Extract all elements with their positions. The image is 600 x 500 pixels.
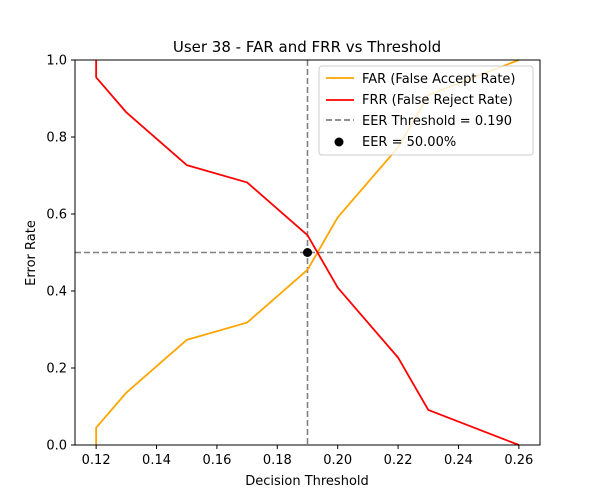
y-tick-label: 0.8 [46,131,67,146]
legend-far-label: FAR (False Accept Rate) [362,72,516,87]
legend-box [318,65,534,156]
y-tick-label: 1.0 [46,54,67,69]
x-tick-label: 0.14 [142,453,171,468]
y-tick-label: 0.0 [46,439,67,454]
x-tick-label: 0.20 [323,453,352,468]
x-tick-label: 0.26 [504,453,533,468]
y-axis-ticks: 0.0 0.2 0.4 0.6 0.8 1.0 [46,54,75,454]
legend-eer-point-marker [334,137,344,147]
frr-series-line [95,60,520,446]
chart-title: User 38 - FAR and FRR vs Threshold [173,38,441,56]
y-tick-label: 0.2 [46,362,67,377]
x-tick-label: 0.22 [384,453,413,468]
x-tick-label: 0.18 [263,453,292,468]
x-axis-label: Decision Threshold [245,474,369,489]
eer-point [303,248,312,257]
eer-point-layer [303,248,312,257]
y-axis-label: Error Rate [24,220,39,286]
legend-eer-point-label: EER = 50.00% [362,135,456,150]
y-tick-label: 0.4 [46,285,67,300]
y-tick-label: 0.6 [46,208,67,223]
x-axis-ticks: 0.12 0.14 0.16 0.18 0.20 0.22 0.24 0.26 [82,445,533,468]
x-tick-label: 0.24 [444,453,473,468]
x-tick-label: 0.16 [202,453,231,468]
legend-frr-label: FRR (False Reject Rate) [362,93,513,108]
x-tick-label: 0.12 [82,453,111,468]
legend: FAR (False Accept Rate) FRR (False Rejec… [318,65,534,156]
plot-frame [74,59,541,446]
legend-eer-threshold-label: EER Threshold = 0.190 [362,114,512,129]
